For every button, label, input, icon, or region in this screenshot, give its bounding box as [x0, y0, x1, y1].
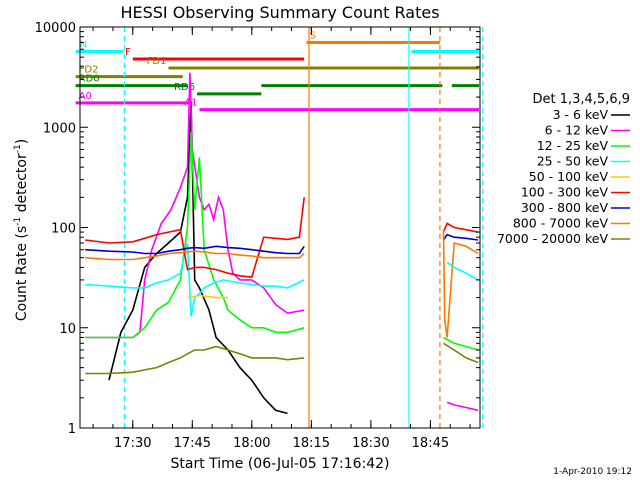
flag-bar-label: RD6: [174, 82, 195, 93]
x-axis-label: Start Time (06-Jul-05 17:16:42): [170, 456, 389, 472]
flag-bar-label: F: [125, 47, 131, 58]
legend-entry-label: 12 - 25 keV: [537, 138, 609, 153]
series-line: [85, 72, 305, 339]
axes: 1 10 100 1000 10000 17:30 17:45 18:00 18:15 18:30…: [35, 21, 481, 451]
y-tick-label: 100: [51, 222, 76, 237]
series-line: [85, 245, 305, 255]
series-line: [442, 222, 479, 233]
series-line: [443, 342, 479, 364]
footer-timestamp: 1-Apr-2010 19:12: [553, 467, 632, 477]
series-line: [446, 261, 479, 281]
series-lines: [85, 72, 479, 415]
legend-entry-label: 50 - 100 keV: [529, 169, 609, 184]
y-axis-label-main: Count Rate (s: [14, 226, 30, 321]
x-tick-label: 18:30: [352, 436, 389, 451]
flag-bar-label: RD0: [79, 74, 100, 85]
series-line: [442, 229, 479, 338]
series-line: [446, 401, 479, 412]
y-tick-label: 10: [59, 322, 76, 337]
flag-bar-label: FD1: [147, 56, 167, 67]
y-axis-label-end: ): [14, 139, 30, 144]
flag-bar-label: A0: [79, 91, 92, 102]
y-axis-label-exp1: -1: [13, 217, 23, 226]
series-line: [85, 131, 305, 339]
x-tick-label: 17:45: [174, 436, 211, 451]
legend-title: Det 1,3,4,5,6,9: [532, 92, 630, 107]
y-tick-label: 1: [68, 422, 76, 437]
series-line: [108, 101, 288, 415]
plot-frame: [79, 26, 481, 429]
chart-title: HESSI Observing Summary Count Rates: [120, 3, 439, 22]
y-axis-label: Count Rate (s-1 detector-1): [13, 139, 30, 321]
x-tick-label: 18:45: [412, 436, 449, 451]
y-tick-label: 10000: [35, 21, 76, 36]
legend-entry-label: 100 - 300 keV: [521, 185, 609, 200]
time-markers: [123, 27, 484, 428]
legend-entry-label: 300 - 800 keV: [521, 200, 609, 215]
flag-bar-label: FD2: [79, 65, 99, 76]
legend-entry-label: 25 - 50 keV: [537, 154, 609, 169]
series-line: [443, 336, 479, 351]
legend-entry-label: 7000 - 20000 keV: [497, 231, 608, 246]
y-tick-label: 1000: [43, 121, 76, 136]
x-tick-label: 17:30: [114, 436, 151, 451]
x-tick-label: 18:15: [293, 436, 330, 451]
series-line: [85, 250, 305, 261]
series-line: [187, 294, 228, 299]
legend-entry-label: 6 - 12 keV: [545, 123, 609, 138]
series-line: [442, 233, 479, 241]
flag-bar-label: N: [80, 39, 87, 50]
y-axis-label-exp2: -1: [13, 144, 23, 153]
series-line: [85, 197, 305, 278]
legend-entry-label: 3 - 6 keV: [553, 107, 609, 122]
flag-bar-label: S: [310, 31, 316, 42]
y-axis-label-mid: detector: [14, 153, 30, 217]
series-line: [85, 345, 305, 375]
legend-entry-label: 800 - 7000 keV: [513, 216, 609, 231]
x-tick-label: 18:00: [233, 436, 270, 451]
